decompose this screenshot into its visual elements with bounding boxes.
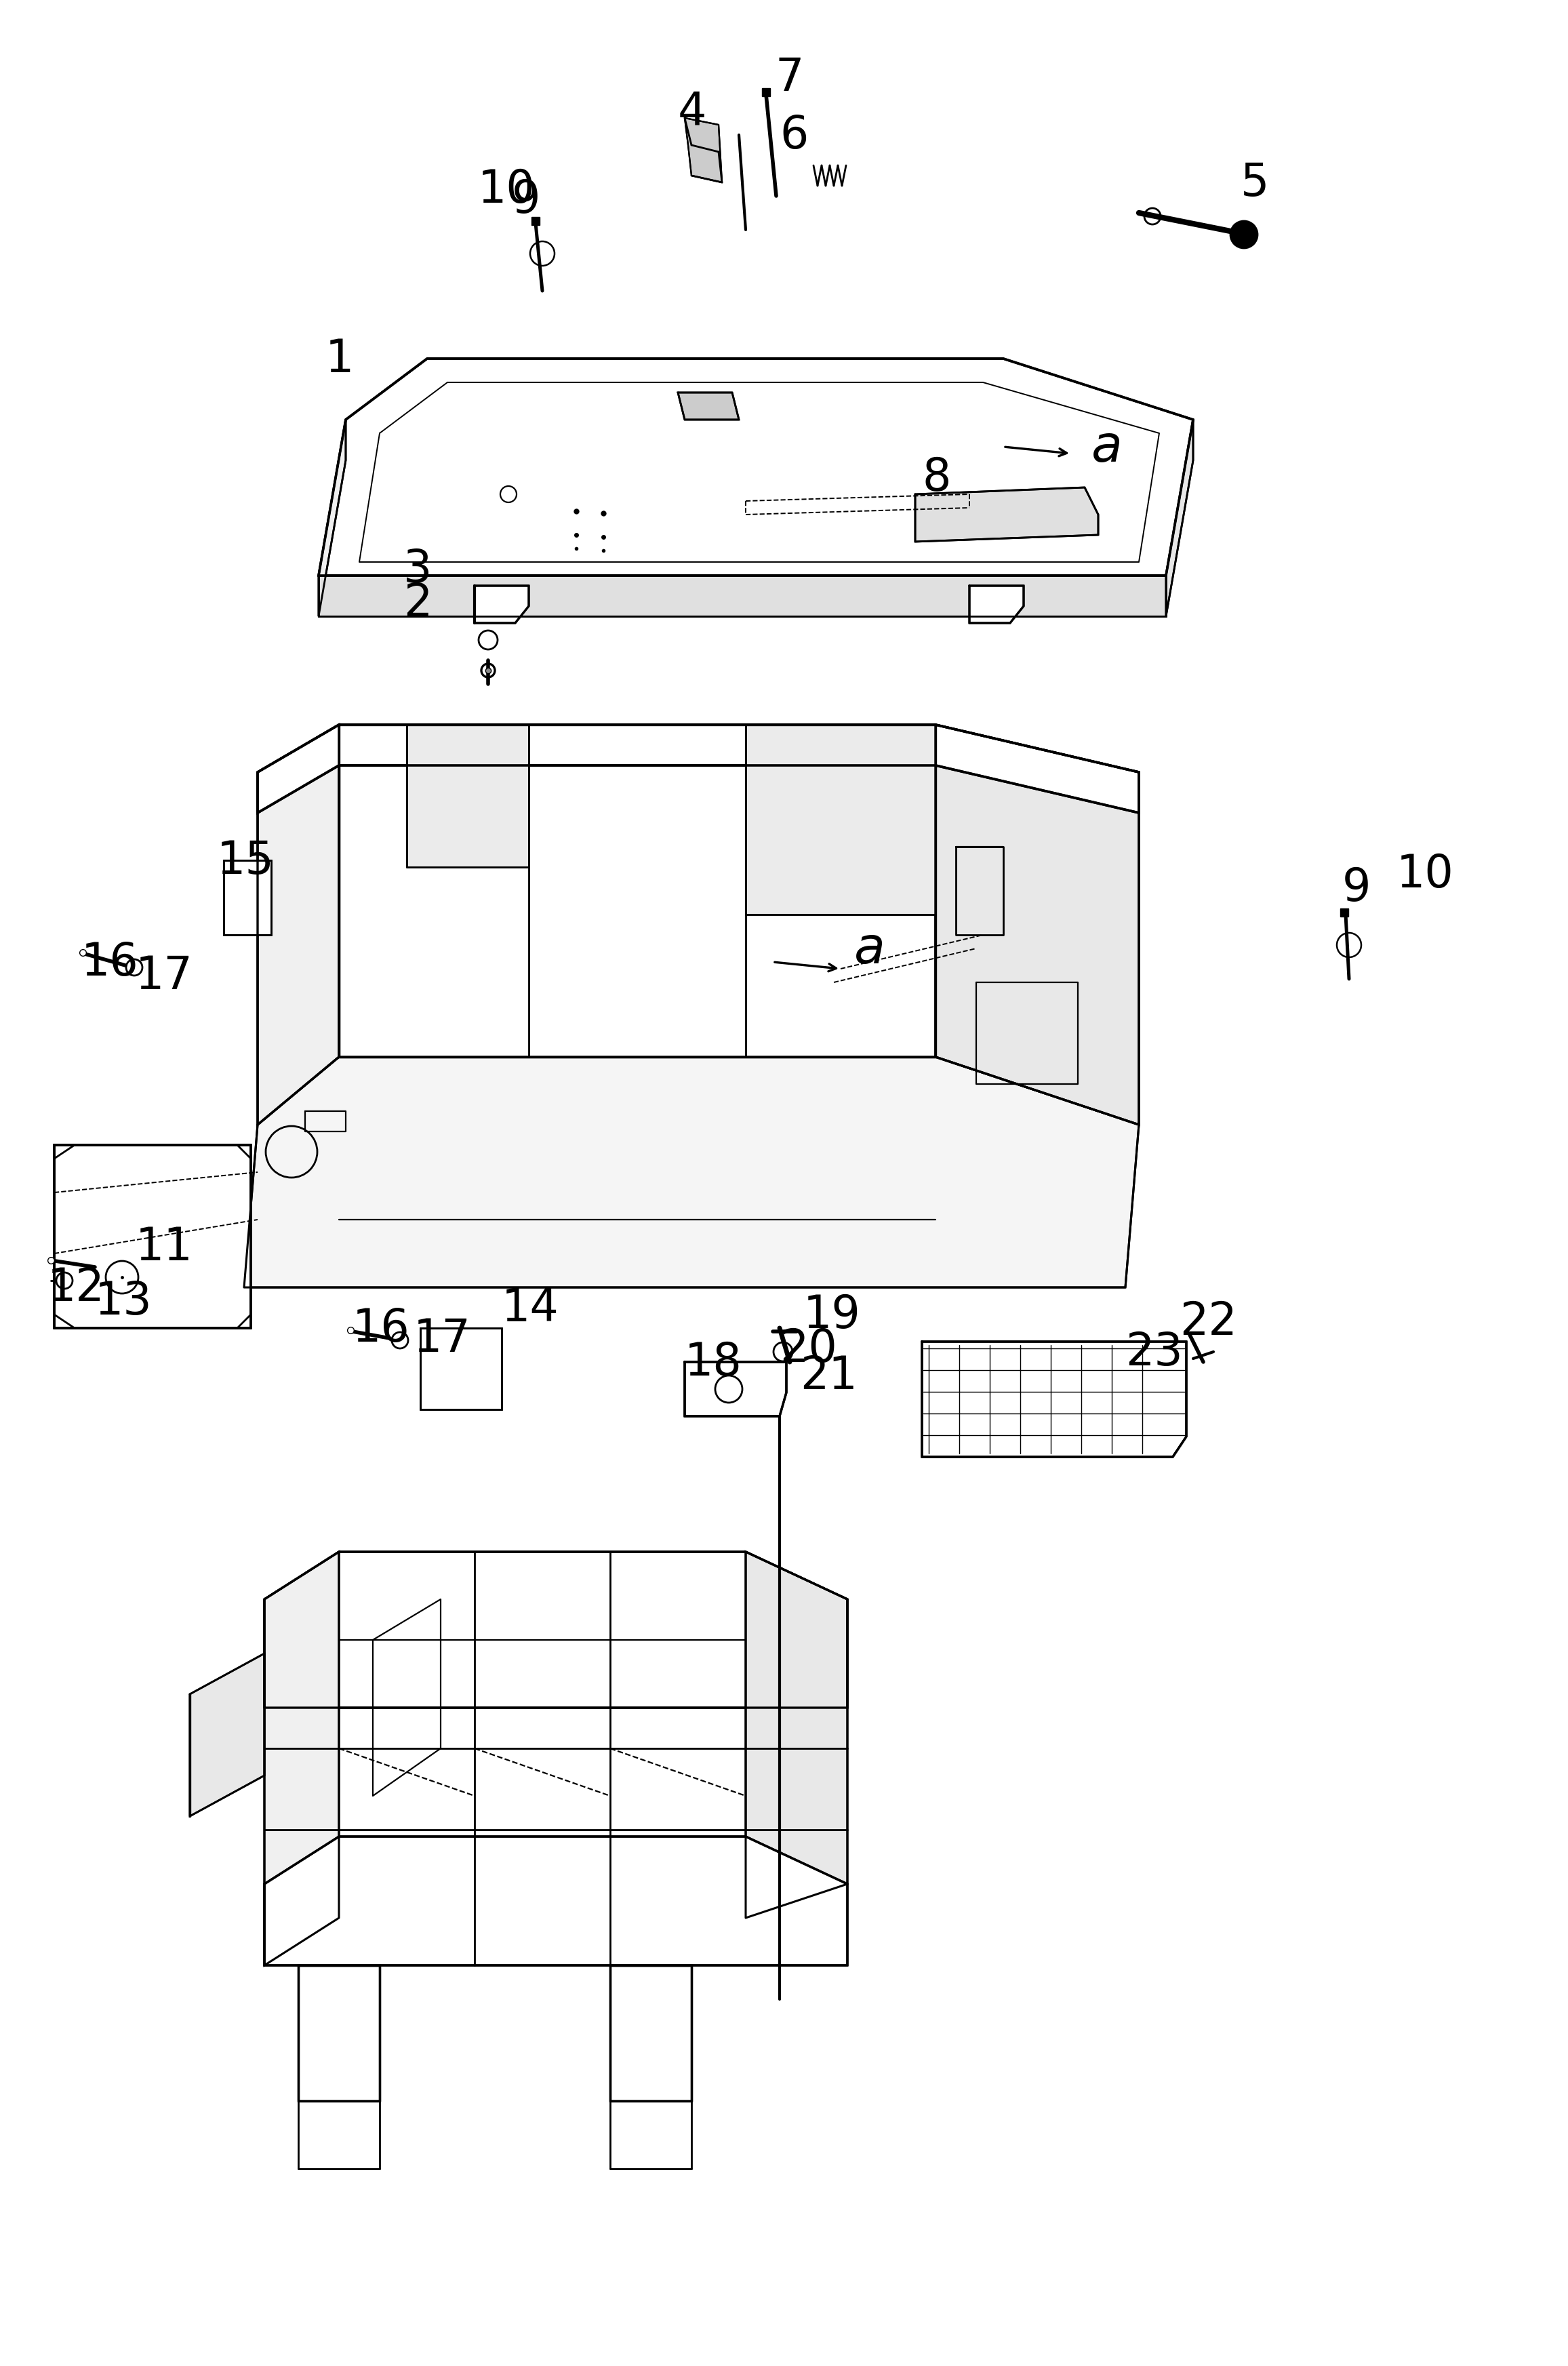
Polygon shape (406, 726, 528, 868)
Polygon shape (746, 1552, 847, 1919)
Polygon shape (298, 1966, 379, 2101)
Polygon shape (420, 1327, 502, 1410)
Polygon shape (318, 360, 1193, 575)
Text: 18: 18 (685, 1339, 742, 1384)
Polygon shape (224, 861, 271, 935)
Polygon shape (190, 1654, 265, 1817)
Polygon shape (265, 1552, 339, 1966)
Text: 9: 9 (1342, 866, 1370, 911)
Text: 17: 17 (414, 1315, 470, 1360)
Polygon shape (265, 1836, 847, 1966)
Text: 12: 12 (47, 1266, 105, 1311)
Text: 1: 1 (326, 336, 354, 381)
Text: 15: 15 (216, 838, 274, 883)
Polygon shape (936, 726, 1138, 1126)
Text: 3: 3 (403, 547, 433, 592)
Polygon shape (265, 1552, 847, 1708)
Text: 16: 16 (82, 939, 140, 984)
Text: 19: 19 (803, 1292, 861, 1337)
Polygon shape (685, 118, 721, 182)
Text: 2: 2 (403, 580, 433, 625)
Text: 14: 14 (502, 1285, 560, 1330)
Polygon shape (475, 587, 528, 625)
Text: 4: 4 (677, 90, 707, 135)
Polygon shape (339, 726, 936, 1058)
Polygon shape (969, 587, 1024, 625)
Polygon shape (1167, 421, 1193, 618)
Text: 9: 9 (511, 177, 541, 222)
Text: 13: 13 (96, 1280, 152, 1323)
Text: 16: 16 (353, 1306, 409, 1351)
Polygon shape (922, 1342, 1187, 1457)
Polygon shape (677, 393, 739, 421)
Circle shape (1231, 222, 1258, 248)
Text: 21: 21 (800, 1353, 858, 1398)
Polygon shape (318, 421, 345, 618)
Text: 6: 6 (779, 114, 809, 159)
Polygon shape (746, 726, 936, 916)
Text: 7: 7 (775, 54, 804, 99)
Text: 11: 11 (135, 1226, 193, 1271)
Text: 20: 20 (779, 1327, 837, 1370)
Polygon shape (916, 487, 1098, 542)
Text: 10: 10 (1397, 852, 1454, 897)
Polygon shape (55, 1145, 251, 1327)
Text: 17: 17 (135, 953, 193, 998)
Polygon shape (610, 1966, 691, 2101)
Text: a: a (1091, 424, 1123, 471)
Polygon shape (257, 726, 1138, 814)
Text: a: a (855, 925, 886, 972)
Polygon shape (245, 1058, 1138, 1287)
Text: 5: 5 (1240, 161, 1270, 206)
Polygon shape (257, 726, 339, 1126)
Polygon shape (318, 575, 1167, 618)
Text: 8: 8 (922, 454, 950, 499)
Text: 10: 10 (478, 168, 535, 213)
Polygon shape (685, 1363, 787, 1417)
Text: 23: 23 (1126, 1330, 1182, 1375)
Text: 22: 22 (1179, 1299, 1237, 1344)
